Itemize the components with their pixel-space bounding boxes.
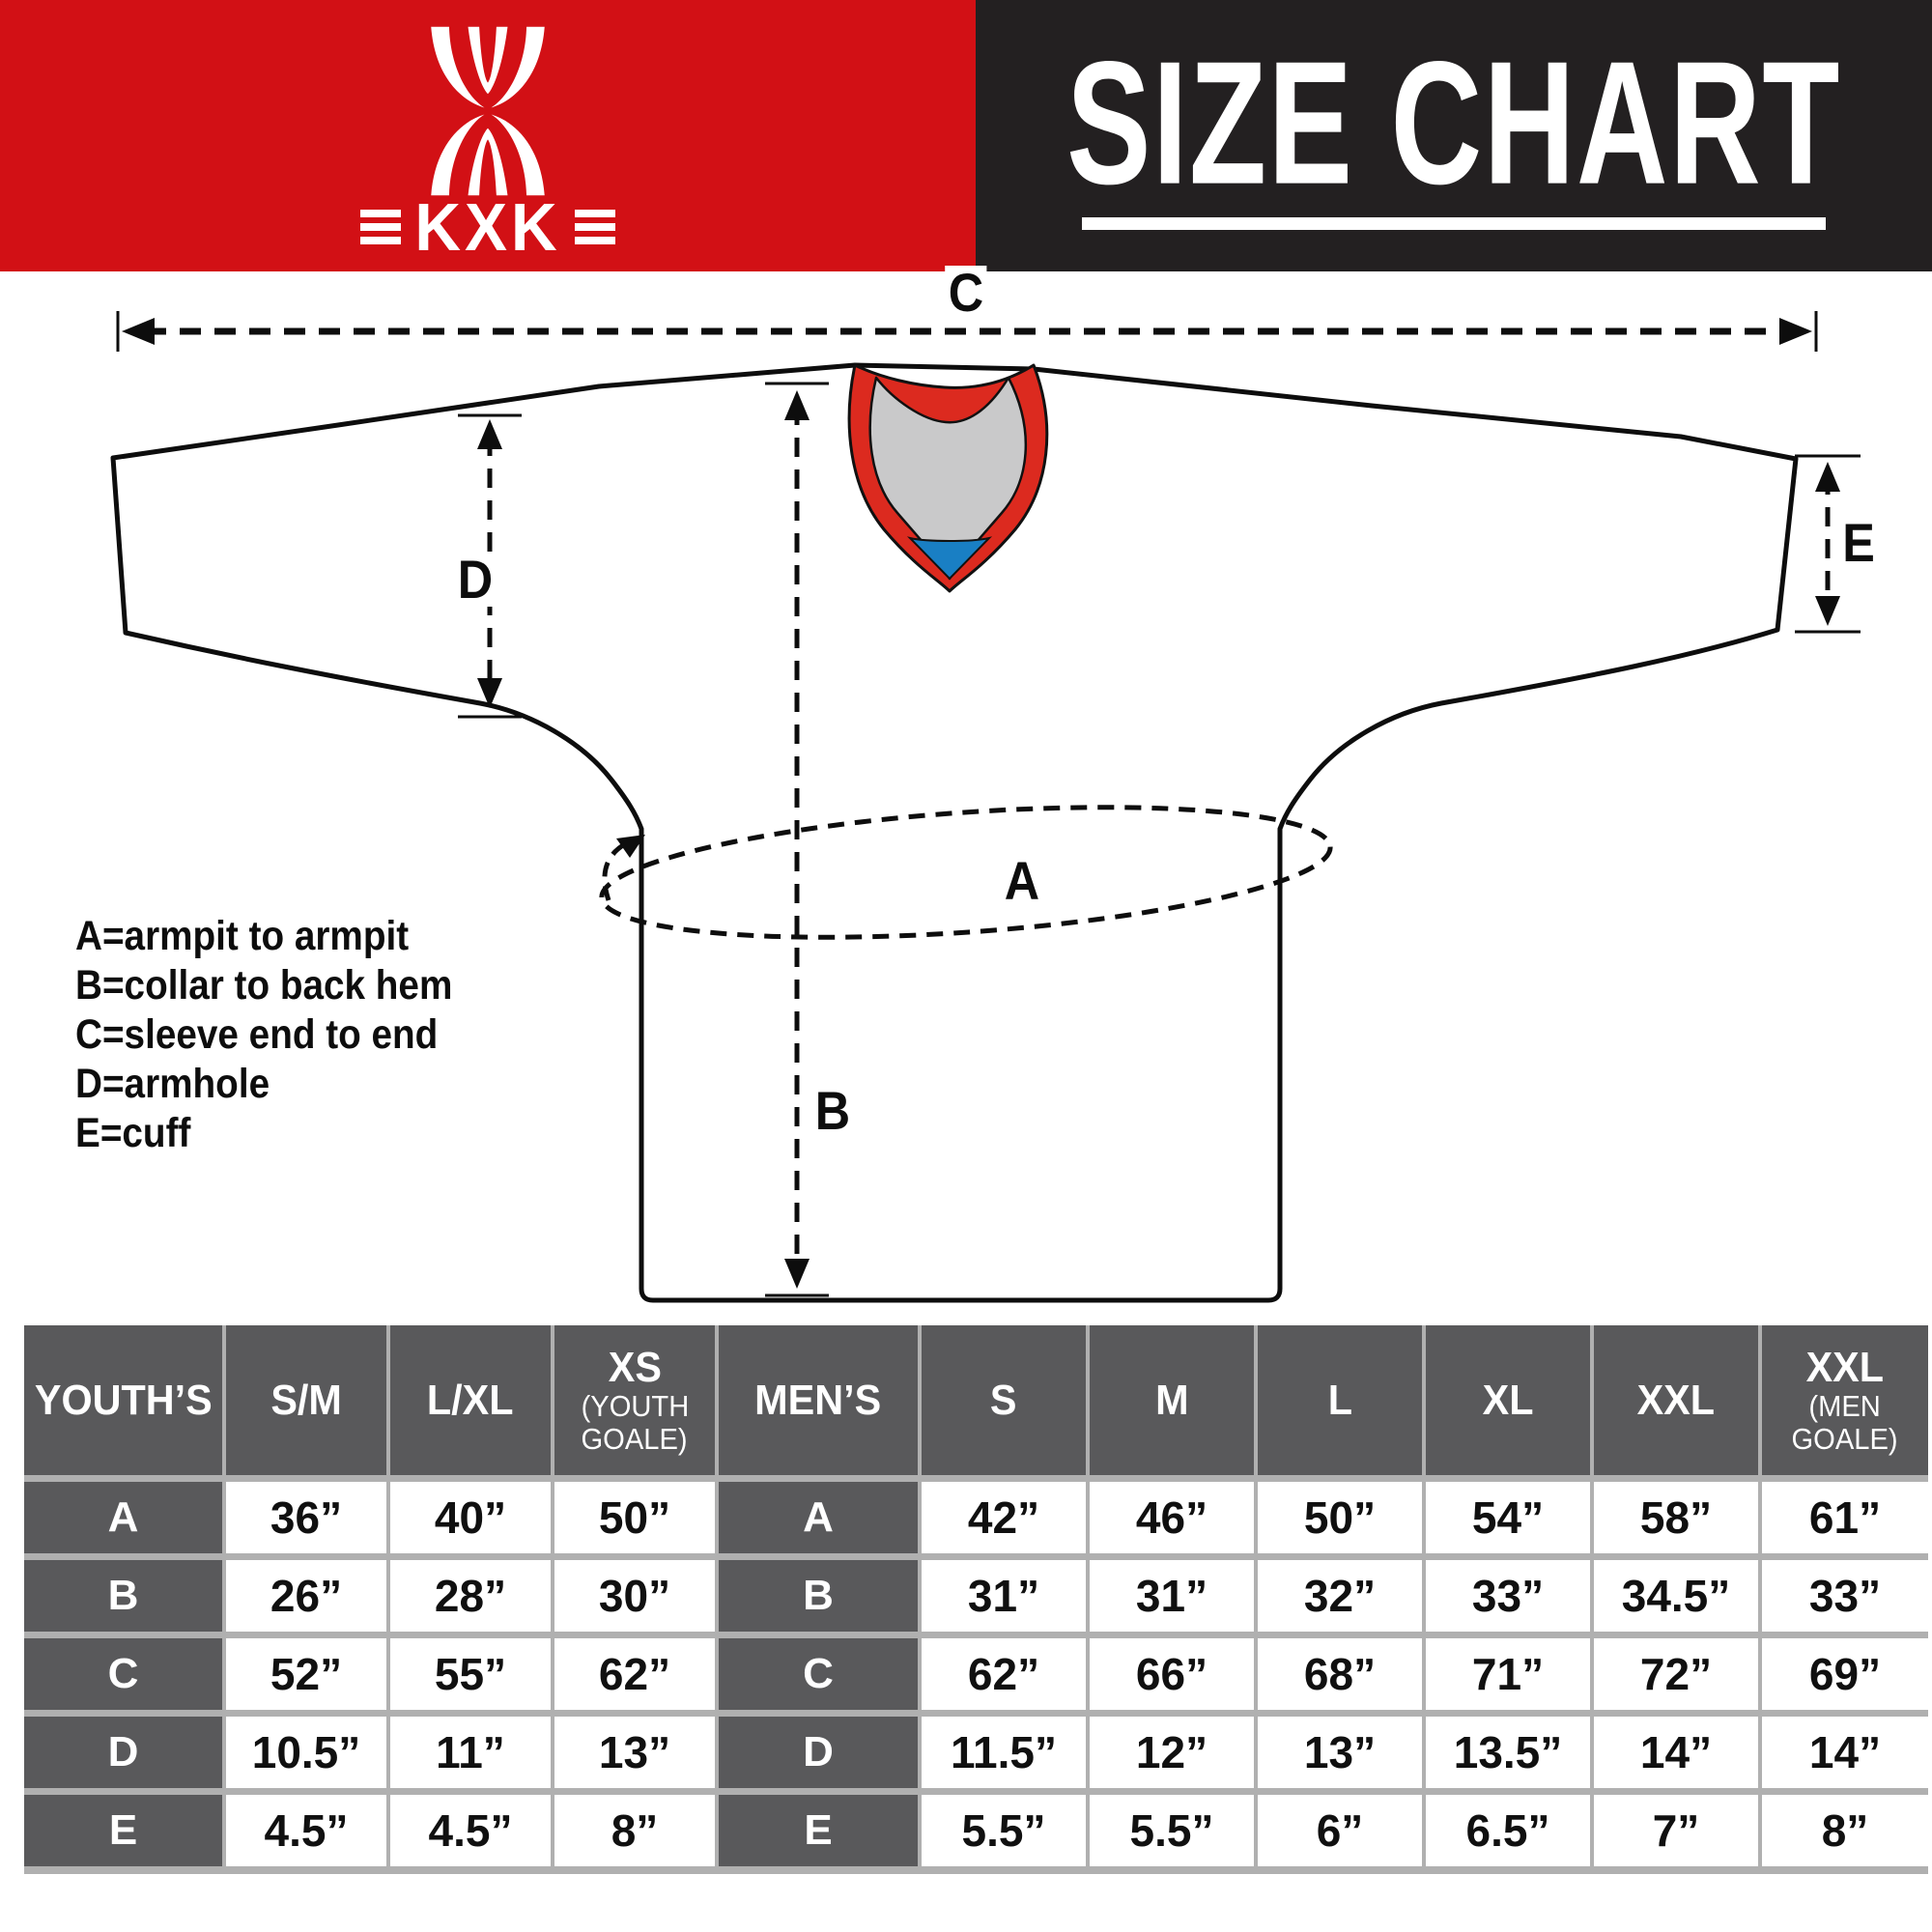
- legend-line-a: A=armpit to armpit: [75, 913, 410, 959]
- cell-mens-a-l: 50”: [1258, 1482, 1422, 1553]
- jersey-outline: [110, 362, 1799, 1303]
- cell-mens-b-s: 31”: [922, 1560, 1086, 1632]
- measure-arrow-d: [458, 413, 522, 719]
- cell-mens-e-xxlg: 8”: [1762, 1795, 1928, 1866]
- logo-bars-right-icon: [574, 210, 615, 244]
- row-key: D: [24, 1717, 222, 1788]
- col-header-m: M: [1090, 1325, 1254, 1475]
- cell-mens-d-xxl: 14”: [1594, 1717, 1758, 1788]
- cell-mens-c-xl: 71”: [1426, 1638, 1590, 1710]
- col-header-l: L: [1258, 1325, 1422, 1475]
- label-e: E: [1838, 516, 1879, 570]
- cell-mens-e-s: 5.5”: [922, 1795, 1086, 1866]
- brand-logo: KXK: [0, 0, 976, 271]
- legend-line-c: C=sleeve end to end: [75, 1011, 439, 1058]
- cell-youth-a-sm: 36”: [226, 1482, 386, 1553]
- cell-mens-c-m: 66”: [1090, 1638, 1254, 1710]
- label-a: A: [1001, 854, 1043, 908]
- col-header-xxl-men-goalie: XXL (MEN GOALE): [1762, 1325, 1928, 1475]
- collar-insert: [906, 536, 993, 581]
- cell-youth-b-xs: 30”: [554, 1560, 715, 1632]
- cell-youth-c-sm: 52”: [226, 1638, 386, 1710]
- cell-youth-c-lxl: 55”: [390, 1638, 551, 1710]
- cell-mens-c-l: 68”: [1258, 1638, 1422, 1710]
- measure-arrow-c: [116, 311, 1818, 352]
- collar-inner: [868, 376, 1028, 581]
- row-key: B: [24, 1560, 222, 1632]
- logo-bars-left-icon: [360, 210, 402, 244]
- cell-mens-d-m: 12”: [1090, 1717, 1254, 1788]
- cell-mens-b-xxlg: 33”: [1762, 1560, 1928, 1632]
- col-header-lxl: L/XL: [390, 1325, 551, 1475]
- col-header-xl: XL: [1426, 1325, 1590, 1475]
- cell-mens-d-xl: 13.5”: [1426, 1717, 1590, 1788]
- page-title: SIZE CHART: [1066, 24, 1841, 221]
- row-key: B: [719, 1560, 918, 1632]
- cell-mens-e-xl: 6.5”: [1426, 1795, 1590, 1866]
- kxk-logo-icon: [431, 26, 545, 196]
- cell-mens-b-xl: 33”: [1426, 1560, 1590, 1632]
- cell-mens-b-xxl: 34.5”: [1594, 1560, 1758, 1632]
- cell-youth-b-sm: 26”: [226, 1560, 386, 1632]
- row-key: A: [719, 1482, 918, 1553]
- col-header-mens: MEN’S: [719, 1325, 918, 1475]
- cell-mens-e-l: 6”: [1258, 1795, 1422, 1866]
- row-key: A: [24, 1482, 222, 1553]
- cell-youth-d-xs: 13”: [554, 1717, 715, 1788]
- cell-mens-b-m: 31”: [1090, 1560, 1254, 1632]
- logo-text: KXK: [414, 189, 561, 265]
- cell-mens-a-xl: 54”: [1426, 1482, 1590, 1553]
- cell-mens-c-xxlg: 69”: [1762, 1638, 1928, 1710]
- measurement-legend: A=armpit to armpit B=collar to back hem …: [75, 912, 495, 1158]
- legend-line-d: D=armhole: [75, 1061, 270, 1107]
- measure-ellipse-a: [599, 805, 1333, 940]
- cell-mens-e-m: 5.5”: [1090, 1795, 1254, 1866]
- col-header-youths: YOUTH’S: [24, 1325, 222, 1475]
- cell-mens-c-s: 62”: [922, 1638, 1086, 1710]
- col-header-xs-youth-goalie: XS (YOUTH GOALE): [554, 1325, 715, 1475]
- cell-mens-d-l: 13”: [1258, 1717, 1422, 1788]
- cell-mens-a-xxlg: 61”: [1762, 1482, 1928, 1553]
- cell-youth-b-lxl: 28”: [390, 1560, 551, 1632]
- legend-line-b: B=collar to back hem: [75, 962, 453, 1009]
- row-key: E: [719, 1795, 918, 1866]
- label-c: C: [945, 266, 987, 320]
- cell-youth-e-sm: 4.5”: [226, 1795, 386, 1866]
- title-underline: [1082, 217, 1826, 230]
- label-b: B: [811, 1084, 854, 1138]
- cell-mens-d-xxlg: 14”: [1762, 1717, 1928, 1788]
- row-key: E: [24, 1795, 222, 1866]
- cell-youth-c-xs: 62”: [554, 1638, 715, 1710]
- cell-mens-a-xxl: 58”: [1594, 1482, 1758, 1553]
- cell-youth-d-sm: 10.5”: [226, 1717, 386, 1788]
- row-key: C: [24, 1638, 222, 1710]
- legend-line-e: E=cuff: [75, 1110, 191, 1156]
- measure-arrow-b: [765, 382, 829, 1297]
- measure-arrow-e: [1795, 454, 1861, 634]
- cell-youth-a-lxl: 40”: [390, 1482, 551, 1553]
- cell-mens-a-m: 46”: [1090, 1482, 1254, 1553]
- cell-youth-e-xs: 8”: [554, 1795, 715, 1866]
- cell-youth-d-lxl: 11”: [390, 1717, 551, 1788]
- col-header-s: S: [922, 1325, 1086, 1475]
- cell-mens-c-xxl: 72”: [1594, 1638, 1758, 1710]
- row-key: C: [719, 1638, 918, 1710]
- cell-mens-e-xxl: 7”: [1594, 1795, 1758, 1866]
- size-table: YOUTH’S S/M L/XL XS (YOUTH GOALE) MEN’S …: [24, 1325, 1928, 1874]
- cell-mens-b-l: 32”: [1258, 1560, 1422, 1632]
- label-d: D: [454, 553, 497, 607]
- row-key: D: [719, 1717, 918, 1788]
- col-header-xxl: XXL: [1594, 1325, 1758, 1475]
- cell-youth-a-xs: 50”: [554, 1482, 715, 1553]
- cell-youth-e-lxl: 4.5”: [390, 1795, 551, 1866]
- col-header-sm: S/M: [226, 1325, 386, 1475]
- cell-mens-a-s: 42”: [922, 1482, 1086, 1553]
- cell-mens-d-s: 11.5”: [922, 1717, 1086, 1788]
